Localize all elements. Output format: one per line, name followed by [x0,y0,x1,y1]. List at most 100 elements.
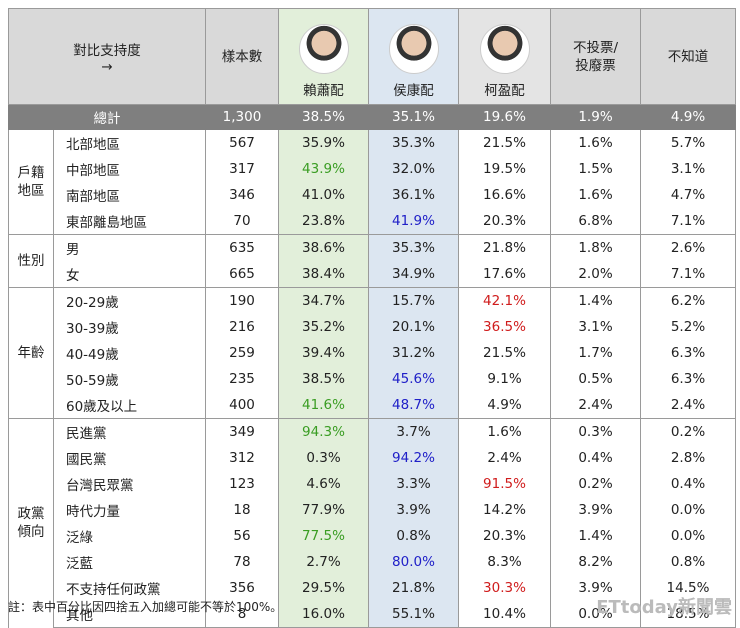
value-cell: 0.4% [640,471,736,497]
row-label: 女 [53,261,206,288]
value-cell: 17.6% [458,261,551,288]
data-row: 40-49歲 259 39.4% 31.2% 21.5% 1.7% 6.3% [9,340,736,366]
value-cell: 8.2% [550,549,641,575]
sample-size: 349 [205,418,279,445]
column-header: 不投票/投廢票 [550,8,641,105]
row-label: 中部地區 [53,156,206,182]
value-cell: 1.7% [550,340,641,366]
column-header-text: 樣本數 [221,48,263,65]
column-header-text: 不知道 [667,48,709,65]
value-cell: 77.9% [278,497,369,523]
value-cell: 23.8% [278,208,369,235]
row-label: 南部地區 [53,182,206,208]
data-row: 50-59歲 235 38.5% 45.6% 9.1% 0.5% 6.3% [9,366,736,392]
value-cell: 3.3% [368,471,459,497]
candidate-photo [298,24,349,74]
data-row: 60歲及以上 400 41.6% 48.7% 4.9% 2.4% 2.4% [9,392,736,419]
value-cell: 1.6% [458,418,551,445]
group-label: 年齡 [17,345,45,361]
header-row: 對比支持度 → 樣本數 賴蕭配 侯康配 柯盈配 不投票/投廢票 不知道 [8,8,736,105]
data-row: 中部地區 317 43.9% 32.0% 19.5% 1.5% 3.1% [9,156,736,182]
value-cell: 4.7% [640,182,736,208]
sample-size: 317 [205,156,279,182]
value-cell: 1.4% [550,523,641,549]
group-cell: 戶籍地區 [8,129,54,235]
row-label: 50-59歲 [53,366,206,392]
sample-size: 18 [205,497,279,523]
group-label: 政黨傾向 [17,506,45,541]
sample-size: 346 [205,182,279,208]
column-header-text: 柯盈配 [484,83,525,99]
value-cell: 34.9% [368,261,459,288]
value-cell: 43.9% [278,156,369,182]
value-cell: 16.0% [278,601,369,628]
data-row: 東部離島地區 70 23.8% 41.9% 20.3% 6.8% 7.1% [9,208,736,235]
row-label: 台灣民眾黨 [53,471,206,497]
total-value: 4.9% [640,104,736,130]
value-cell: 20.1% [368,314,459,340]
column-header: 賴蕭配 [278,8,369,105]
value-cell: 2.6% [640,234,736,261]
corner-text: 對比支持度 [73,42,141,59]
group-cell: 年齡 [8,287,54,419]
value-cell: 0.8% [640,549,736,575]
total-value: 1.9% [550,104,641,130]
column-header: 侯康配 [368,8,459,105]
value-cell: 38.5% [278,366,369,392]
candidate-photo [479,24,530,74]
value-cell: 1.4% [550,287,641,314]
data-row: 女 665 38.4% 34.9% 17.6% 2.0% 7.1% [9,261,736,288]
value-cell: 16.6% [458,182,551,208]
total-value: 19.6% [458,104,551,130]
sample-size: 635 [205,234,279,261]
row-label: 北部地區 [53,129,206,156]
row-label: 泛綠 [53,523,206,549]
sample-size: 190 [205,287,279,314]
data-row: 南部地區 346 41.0% 36.1% 16.6% 1.6% 4.7% [9,182,736,208]
value-cell: 42.1% [458,287,551,314]
value-cell: 0.8% [368,523,459,549]
group-label: 戶籍地區 [17,165,45,199]
value-cell: 5.7% [640,129,736,156]
value-cell: 35.2% [278,314,369,340]
group-label: 性別 [17,253,45,269]
value-cell: 77.5% [278,523,369,549]
candidate-photo [388,24,439,74]
value-cell: 80.0% [368,549,459,575]
value-cell: 39.4% [278,340,369,366]
value-cell: 38.6% [278,234,369,261]
total-n: 1,300 [205,104,279,130]
row-label: 時代力量 [53,497,206,523]
value-cell: 94.2% [368,445,459,471]
column-header-text: 不投票/投廢票 [572,39,619,74]
value-cell: 7.1% [640,261,736,288]
value-cell: 2.8% [640,445,736,471]
column-header: 不知道 [640,8,736,105]
value-cell: 0.2% [550,471,641,497]
value-cell: 36.5% [458,314,551,340]
value-cell: 48.7% [368,392,459,419]
value-cell: 21.5% [458,340,551,366]
value-cell: 8.3% [458,549,551,575]
value-cell: 91.5% [458,471,551,497]
value-cell: 35.3% [368,129,459,156]
data-row: 政黨傾向 民進黨 349 94.3% 3.7% 1.6% 0.3% 0.2% [8,418,736,628]
value-cell: 1.5% [550,156,641,182]
value-cell: 6.8% [550,208,641,235]
sample-size: 665 [205,261,279,288]
watermark: ETtoday新聞雲 [596,597,732,618]
value-cell: 14.2% [458,497,551,523]
row-label: 40-49歲 [53,340,206,366]
data-row: 30-39歲 216 35.2% 20.1% 36.5% 3.1% 5.2% [9,314,736,340]
sample-size: 312 [205,445,279,471]
value-cell: 10.4% [458,601,551,628]
data-row: 泛綠 56 77.5% 0.8% 20.3% 1.4% 0.0% [9,523,736,549]
row-label: 30-39歲 [53,314,206,340]
data-row: 泛藍 78 2.7% 80.0% 8.3% 8.2% 0.8% [9,549,736,575]
value-cell: 2.0% [550,261,641,288]
value-cell: 31.2% [368,340,459,366]
value-cell: 6.2% [640,287,736,314]
corner-text: → [101,58,113,75]
value-cell: 20.3% [458,208,551,235]
value-cell: 0.5% [550,366,641,392]
